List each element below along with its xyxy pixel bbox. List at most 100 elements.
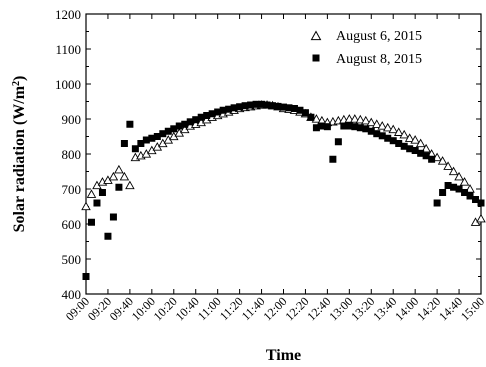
legend-marker-triangle [310, 30, 322, 41]
data-point-august-8 [439, 189, 447, 196]
legend-entry-august-6: August 6, 2015 [336, 29, 422, 44]
data-point-august-8 [252, 100, 260, 108]
data-point-august-8 [417, 149, 425, 157]
y-tick-label: 1100 [55, 42, 81, 57]
data-point-august-8 [93, 199, 101, 207]
x-axis-title: Time [266, 347, 301, 364]
y-tick-label: 1200 [55, 7, 81, 22]
series-august-8-points [82, 100, 485, 280]
data-point-august-8 [148, 134, 156, 142]
data-point-august-6 [476, 213, 486, 223]
data-point-august-8 [98, 189, 106, 196]
data-point-august-6 [119, 171, 130, 181]
data-point-august-8 [258, 100, 266, 108]
data-point-august-6 [388, 124, 398, 134]
data-point-august-6 [448, 166, 459, 176]
y-tick-label: 800 [62, 147, 82, 162]
data-point-august-8 [142, 136, 150, 144]
data-point-august-8 [318, 122, 326, 130]
data-point-august-8 [411, 147, 419, 154]
y-tick-label: 400 [62, 287, 82, 302]
data-point-august-6 [377, 121, 388, 130]
data-point-august-8 [367, 127, 375, 135]
data-point-august-8 [329, 155, 337, 163]
data-point-august-8 [230, 104, 238, 112]
x-tick-label: 12:40 [304, 294, 333, 323]
y-tick-label: 1000 [55, 77, 81, 92]
data-point-august-8 [186, 118, 194, 126]
data-point-august-8 [87, 218, 95, 226]
data-point-august-6 [114, 164, 124, 174]
x-tick-label: 11:40 [239, 294, 268, 323]
data-point-august-8 [137, 140, 145, 147]
x-tick-label: 10:20 [151, 294, 180, 323]
data-point-august-8 [247, 101, 255, 109]
data-point-august-8 [241, 102, 249, 110]
data-point-august-8 [351, 123, 359, 131]
data-point-august-8 [461, 189, 469, 196]
data-point-august-8 [301, 109, 309, 117]
data-point-august-8 [104, 232, 112, 240]
x-tick-label: 13:20 [348, 294, 377, 323]
data-point-august-8 [82, 273, 90, 280]
x-tick-label: 13:00 [326, 294, 355, 323]
data-point-august-6 [443, 161, 453, 170]
series-august-6-points [81, 100, 486, 226]
data-point-august-8 [263, 101, 271, 109]
x-axis-ticks: 09:0009:2009:4010:0010:2010:4011:0011:20… [63, 14, 486, 323]
x-tick-label: 09:20 [85, 294, 114, 323]
data-point-august-8 [192, 116, 200, 124]
x-tick-label: 15:00 [458, 294, 486, 323]
data-point-august-6 [361, 115, 371, 125]
data-point-august-8 [400, 142, 408, 150]
data-point-august-6 [393, 127, 404, 136]
y-tick-label: 600 [62, 217, 82, 232]
data-point-august-6 [382, 122, 393, 132]
data-point-august-6 [81, 201, 91, 211]
data-point-august-8 [422, 152, 430, 160]
data-point-august-8 [312, 124, 320, 132]
data-point-august-8 [373, 130, 381, 138]
data-point-august-8 [285, 104, 293, 112]
y-axis-title-main: Solar radiation (W/m [11, 85, 28, 232]
data-point-august-8 [444, 182, 452, 189]
data-point-august-8 [362, 125, 370, 133]
data-point-august-6 [350, 114, 360, 123]
data-point-august-6 [415, 138, 426, 148]
data-point-august-8 [164, 127, 172, 135]
data-point-august-6 [399, 129, 409, 139]
data-point-august-8 [466, 192, 474, 200]
data-point-august-8 [428, 155, 436, 163]
data-point-august-8 [225, 105, 233, 113]
data-point-august-6 [404, 133, 415, 142]
data-point-august-8 [356, 124, 364, 132]
x-tick-label: 09:40 [107, 294, 136, 323]
data-point-august-8 [274, 102, 282, 110]
y-axis-title-end: ) [11, 76, 28, 81]
x-tick-label: 12:00 [260, 294, 289, 323]
data-point-august-6 [125, 180, 135, 190]
data-point-august-8 [175, 122, 183, 130]
data-point-august-8 [395, 140, 403, 147]
data-point-august-8 [345, 122, 353, 130]
y-axis-title-sup: 2 [11, 81, 22, 86]
x-tick-label: 14:40 [436, 294, 465, 323]
data-point-august-8 [378, 132, 386, 140]
data-point-august-6 [355, 114, 366, 124]
data-point-august-6 [410, 135, 420, 144]
data-point-august-6 [86, 189, 97, 198]
data-point-august-8 [384, 134, 392, 142]
data-point-august-8 [109, 213, 117, 221]
y-axis-title: Solar radiation (W/m2) [11, 76, 29, 233]
y-tick-label: 700 [62, 182, 82, 197]
data-point-august-8 [197, 113, 205, 121]
data-point-august-8 [334, 138, 342, 146]
data-point-august-8 [389, 137, 397, 145]
x-tick-label: 14:00 [392, 294, 421, 323]
y-tick-label: 500 [62, 252, 82, 267]
data-point-august-8 [406, 145, 414, 153]
x-tick-label: 10:00 [129, 294, 158, 323]
data-point-august-8 [214, 108, 222, 116]
data-point-august-8 [455, 185, 463, 193]
data-point-august-8 [126, 120, 134, 128]
